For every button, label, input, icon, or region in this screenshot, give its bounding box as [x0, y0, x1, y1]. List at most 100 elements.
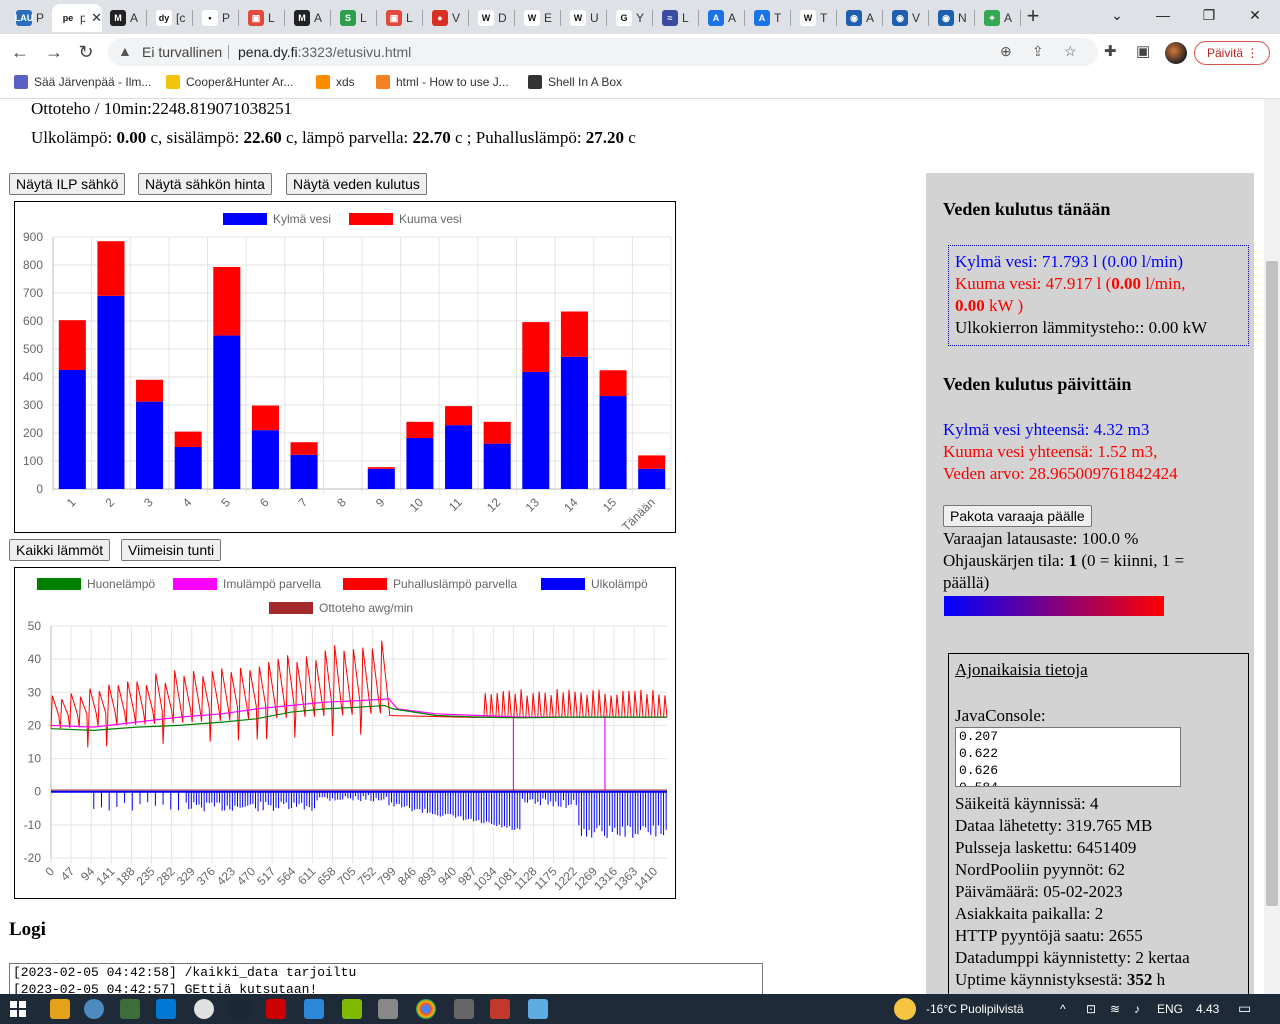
- java-console-textarea[interactable]: 0.207 0.622 0.626 0.584: [955, 727, 1181, 787]
- chevron-down-icon[interactable]: ⌄: [1111, 7, 1123, 23]
- back-arrow-icon[interactable]: ←: [11, 42, 29, 62]
- bookmark-item[interactable]: xds: [316, 75, 355, 89]
- page-scrollbar[interactable]: [1264, 99, 1280, 994]
- app-icon[interactable]: [84, 999, 104, 1019]
- steam-icon[interactable]: [230, 999, 250, 1019]
- show-power-price-button[interactable]: Näytä sähkön hinta: [138, 173, 272, 195]
- x-tick-label: 9: [373, 495, 388, 510]
- app-icon[interactable]: [120, 999, 140, 1019]
- restore-button[interactable]: ❐: [1202, 7, 1216, 23]
- bookmark-star-icon[interactable]: ☆: [1064, 43, 1077, 59]
- last-hour-button[interactable]: Viimeisin tunti: [121, 539, 222, 561]
- browser-tab[interactable]: pepena ✕: [52, 4, 102, 32]
- address-bar[interactable]: ▲ Ei turvallinen pena.dy.fi:3323/etusivu…: [108, 38, 1098, 66]
- new-tab-button[interactable]: +: [1026, 3, 1040, 28]
- today-box: Kylmä vesi: 71.793 l (0.00 l/min) Kuuma …: [948, 245, 1249, 346]
- x-tick-label: 423: [214, 864, 238, 888]
- browser-tab[interactable]: ⌖ A: [976, 4, 1020, 32]
- show-water-usage-button[interactable]: Näytä veden kulutus: [286, 173, 427, 195]
- notepad-icon[interactable]: [528, 999, 548, 1019]
- side-panel-icon[interactable]: ▣: [1136, 43, 1151, 60]
- weather-icon[interactable]: [894, 998, 916, 1020]
- browser-tab[interactable]: ◉ A: [838, 4, 882, 32]
- file-explorer-icon[interactable]: [50, 999, 70, 1019]
- browser-tab[interactable]: LAU P: [8, 4, 52, 32]
- minimize-button[interactable]: —: [1156, 7, 1170, 23]
- extensions-icon[interactable]: ✚: [1104, 43, 1117, 60]
- scrollbar-thumb[interactable]: [1266, 261, 1278, 906]
- chrome-icon[interactable]: [416, 999, 436, 1019]
- bookmark-item[interactable]: Cooper&Hunter Ar...: [166, 75, 293, 89]
- update-button[interactable]: Päivitä ⋮: [1194, 41, 1270, 65]
- x-tick-label: 564: [274, 864, 298, 888]
- notification-icon[interactable]: ▭: [1238, 1000, 1252, 1016]
- browser-tab[interactable]: ≈ L: [654, 4, 698, 32]
- bookmark-label: Shell In A Box: [548, 75, 623, 89]
- app-icon[interactable]: [194, 999, 214, 1019]
- browser-toolbar: ← → ↻ ▲ Ei turvallinen pena.dy.fi:3323/e…: [0, 34, 1280, 70]
- reload-icon[interactable]: ↻: [78, 42, 94, 62]
- charge-level: Varaajan latausaste: 100.0 %: [943, 529, 1139, 548]
- y-tick-label: -20: [24, 851, 42, 865]
- outdoor-heat-power: Ulkokierron lämmitysteho:: 0.00 kW: [955, 318, 1208, 337]
- network-icon[interactable]: ⊡: [1086, 1002, 1097, 1016]
- clock[interactable]: 4.43: [1196, 1002, 1220, 1016]
- bar: [251, 405, 279, 431]
- close-tab-icon[interactable]: ✕: [91, 10, 102, 25]
- uptime-line: Uptime käynnistyksestä: 352 h: [955, 970, 1166, 989]
- browser-tab[interactable]: ● V: [424, 4, 468, 32]
- tab-title: L: [360, 11, 367, 25]
- browser-tab[interactable]: • P: [194, 4, 238, 32]
- zoom-icon[interactable]: ⊕: [1000, 43, 1012, 59]
- tab-title: P: [222, 11, 231, 25]
- legend-swatch: [541, 578, 585, 590]
- app-icon[interactable]: [490, 999, 510, 1019]
- app-icon[interactable]: [304, 999, 324, 1019]
- calculator-icon[interactable]: [454, 999, 474, 1019]
- y-tick-label: 400: [23, 370, 43, 384]
- force-heater-button[interactable]: Pakota varaaja päälle: [943, 505, 1092, 527]
- app-icon[interactable]: [342, 999, 362, 1019]
- browser-tab[interactable]: ▣ L: [378, 4, 422, 32]
- today-title: Veden kulutus tänään: [943, 199, 1111, 219]
- chevron-up-icon[interactable]: ^: [1060, 1002, 1066, 1016]
- tab-separator: [468, 10, 469, 26]
- app-icon[interactable]: [156, 999, 176, 1019]
- bookmark-item[interactable]: Shell In A Box: [528, 75, 622, 89]
- weather-text[interactable]: -16°C Puolipilvistä: [926, 1002, 1024, 1016]
- forward-arrow-icon[interactable]: →: [45, 42, 63, 62]
- browser-tab[interactable]: ▣ L: [240, 4, 284, 32]
- bookmark-item[interactable]: Sää Järvenpää - Ilm...: [14, 75, 151, 89]
- volume-icon[interactable]: ♪: [1134, 1002, 1140, 1016]
- app-icon[interactable]: [378, 999, 398, 1019]
- bookmark-item[interactable]: html - How to use J...: [376, 75, 509, 89]
- tab-separator: [606, 10, 607, 26]
- wifi-icon[interactable]: ≋: [1110, 1002, 1121, 1016]
- bar: [445, 406, 473, 426]
- tab-separator: [284, 10, 285, 26]
- browser-tab[interactable]: ◉ N: [930, 4, 974, 32]
- bar: [136, 401, 164, 489]
- all-temps-button[interactable]: Kaikki lämmöt: [9, 539, 111, 561]
- browser-tab[interactable]: dy [c: [148, 4, 192, 32]
- show-ilp-power-button[interactable]: Näytä ILP sähkö: [9, 173, 126, 195]
- app-icon[interactable]: [266, 999, 286, 1019]
- share-icon[interactable]: ⇪: [1032, 43, 1044, 59]
- language-indicator[interactable]: ENG: [1157, 1002, 1184, 1016]
- close-window-button[interactable]: ✕: [1249, 7, 1261, 23]
- profile-avatar[interactable]: [1165, 42, 1187, 64]
- x-tick-label: 15: [600, 495, 620, 515]
- browser-tab[interactable]: ◉ V: [884, 4, 928, 32]
- windows-start-icon[interactable]: [10, 1001, 26, 1017]
- log-textarea[interactable]: [2023-02-05 04:42:58] /kaikki_data tarjo…: [9, 963, 763, 994]
